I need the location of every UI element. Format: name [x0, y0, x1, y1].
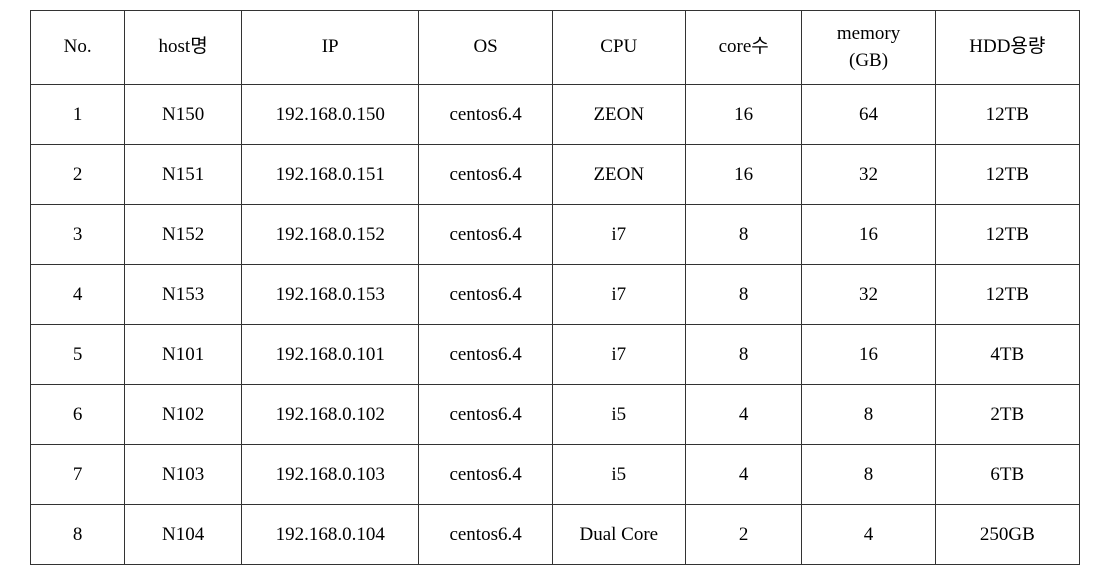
cell-ip: 192.168.0.153: [241, 265, 419, 325]
table-row: 5 N101 192.168.0.101 centos6.4 i7 8 16 4…: [31, 325, 1080, 385]
cell-core: 16: [685, 145, 802, 205]
cell-cpu: i7: [552, 265, 685, 325]
cell-cpu: ZEON: [552, 85, 685, 145]
col-header-hdd: HDD용량: [935, 11, 1079, 85]
cell-no: 4: [31, 265, 125, 325]
table-row: 8 N104 192.168.0.104 centos6.4 Dual Core…: [31, 505, 1080, 565]
cell-core: 4: [685, 385, 802, 445]
cell-hdd: 12TB: [935, 145, 1079, 205]
cell-core: 2: [685, 505, 802, 565]
cell-mem: 8: [802, 385, 935, 445]
col-header-mem: memory(GB): [802, 11, 935, 85]
cell-host: N151: [125, 145, 242, 205]
cell-mem: 64: [802, 85, 935, 145]
table-row: 7 N103 192.168.0.103 centos6.4 i5 4 8 6T…: [31, 445, 1080, 505]
cell-host: N153: [125, 265, 242, 325]
cell-core: 8: [685, 205, 802, 265]
cell-no: 7: [31, 445, 125, 505]
cell-os: centos6.4: [419, 445, 552, 505]
cell-host: N102: [125, 385, 242, 445]
cell-host: N152: [125, 205, 242, 265]
cell-no: 1: [31, 85, 125, 145]
cell-ip: 192.168.0.101: [241, 325, 419, 385]
cell-ip: 192.168.0.150: [241, 85, 419, 145]
cell-cpu: i5: [552, 385, 685, 445]
cell-cpu: i7: [552, 325, 685, 385]
col-header-host: host명: [125, 11, 242, 85]
cell-mem: 16: [802, 205, 935, 265]
cell-no: 8: [31, 505, 125, 565]
server-spec-table: No. host명 IP OS CPU core수 memory(GB) HDD…: [30, 10, 1080, 565]
cell-ip: 192.168.0.104: [241, 505, 419, 565]
cell-cpu: Dual Core: [552, 505, 685, 565]
col-header-no: No.: [31, 11, 125, 85]
table-row: 6 N102 192.168.0.102 centos6.4 i5 4 8 2T…: [31, 385, 1080, 445]
cell-cpu: ZEON: [552, 145, 685, 205]
cell-os: centos6.4: [419, 205, 552, 265]
cell-hdd: 12TB: [935, 265, 1079, 325]
cell-mem: 32: [802, 145, 935, 205]
cell-hdd: 6TB: [935, 445, 1079, 505]
cell-host: N150: [125, 85, 242, 145]
cell-no: 2: [31, 145, 125, 205]
table-row: 4 N153 192.168.0.153 centos6.4 i7 8 32 1…: [31, 265, 1080, 325]
cell-no: 5: [31, 325, 125, 385]
col-header-ip: IP: [241, 11, 419, 85]
cell-hdd: 250GB: [935, 505, 1079, 565]
col-header-core: core수: [685, 11, 802, 85]
cell-hdd: 4TB: [935, 325, 1079, 385]
cell-mem: 8: [802, 445, 935, 505]
table-row: 2 N151 192.168.0.151 centos6.4 ZEON 16 3…: [31, 145, 1080, 205]
cell-os: centos6.4: [419, 325, 552, 385]
cell-host: N103: [125, 445, 242, 505]
cell-host: N101: [125, 325, 242, 385]
col-header-os: OS: [419, 11, 552, 85]
table-row: 3 N152 192.168.0.152 centos6.4 i7 8 16 1…: [31, 205, 1080, 265]
cell-mem: 4: [802, 505, 935, 565]
cell-cpu: i7: [552, 205, 685, 265]
col-header-cpu: CPU: [552, 11, 685, 85]
cell-core: 16: [685, 85, 802, 145]
cell-cpu: i5: [552, 445, 685, 505]
cell-core: 8: [685, 265, 802, 325]
cell-os: centos6.4: [419, 385, 552, 445]
cell-hdd: 12TB: [935, 205, 1079, 265]
cell-ip: 192.168.0.102: [241, 385, 419, 445]
cell-no: 6: [31, 385, 125, 445]
cell-os: centos6.4: [419, 145, 552, 205]
cell-host: N104: [125, 505, 242, 565]
cell-mem: 32: [802, 265, 935, 325]
table-header-row: No. host명 IP OS CPU core수 memory(GB) HDD…: [31, 11, 1080, 85]
cell-hdd: 2TB: [935, 385, 1079, 445]
cell-os: centos6.4: [419, 505, 552, 565]
cell-os: centos6.4: [419, 85, 552, 145]
cell-os: centos6.4: [419, 265, 552, 325]
cell-hdd: 12TB: [935, 85, 1079, 145]
cell-no: 3: [31, 205, 125, 265]
cell-ip: 192.168.0.103: [241, 445, 419, 505]
cell-ip: 192.168.0.151: [241, 145, 419, 205]
cell-core: 8: [685, 325, 802, 385]
cell-mem: 16: [802, 325, 935, 385]
cell-core: 4: [685, 445, 802, 505]
table-row: 1 N150 192.168.0.150 centos6.4 ZEON 16 6…: [31, 85, 1080, 145]
cell-ip: 192.168.0.152: [241, 205, 419, 265]
